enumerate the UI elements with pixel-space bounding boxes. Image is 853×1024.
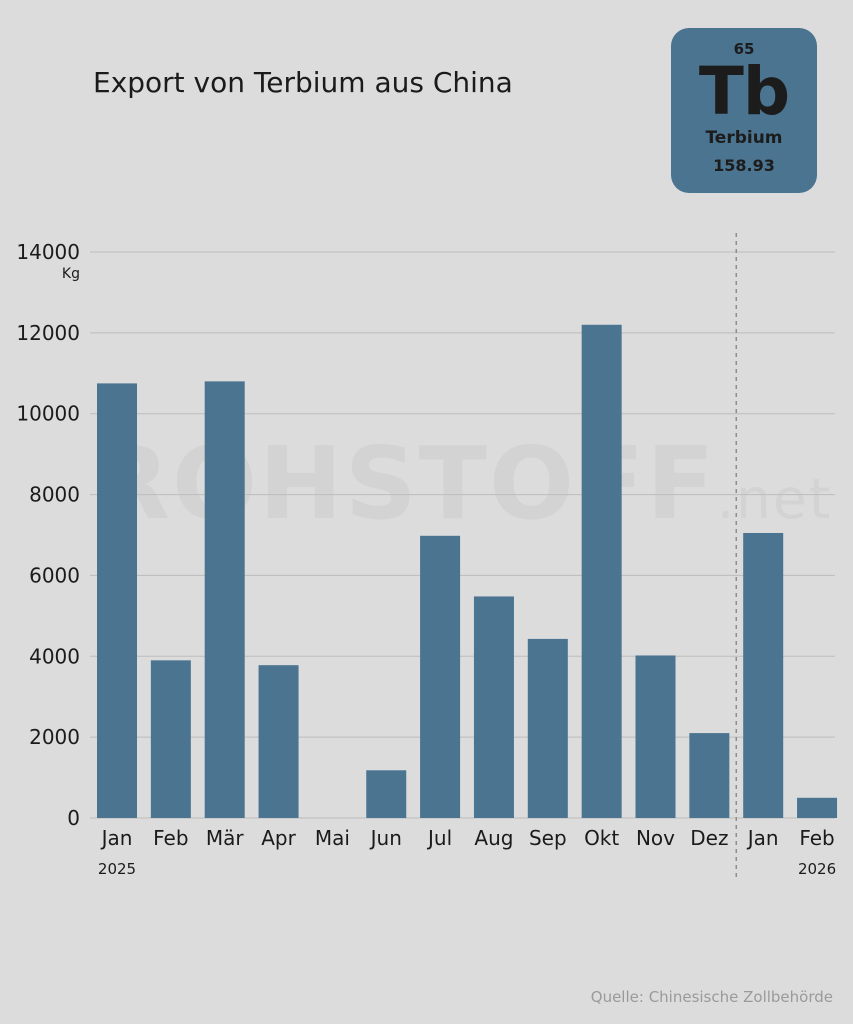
periodic-element-tile: 65 Tb Terbium 158.93 (671, 28, 817, 193)
y-tick-label: 12000 (16, 321, 80, 345)
year-label: 2026 (798, 860, 836, 878)
x-tick-label: Mai (315, 826, 350, 850)
x-tick-label: Jan (100, 826, 133, 850)
y-tick-label: 2000 (29, 725, 80, 749)
year-label: 2025 (98, 860, 136, 878)
x-tick-label: Jun (369, 826, 402, 850)
x-tick-label: Aug (474, 826, 513, 850)
bar (797, 797, 838, 818)
x-tick-label: Dez (690, 826, 728, 850)
bar (366, 770, 407, 818)
y-tick-label: 10000 (16, 402, 80, 426)
y-tick-label: 6000 (29, 563, 80, 587)
bar (635, 655, 676, 818)
element-name: Terbium (705, 128, 783, 148)
x-tick-label: Feb (153, 826, 188, 850)
bar (97, 383, 137, 818)
bar (473, 596, 514, 818)
bar (527, 638, 568, 818)
atomic-mass: 158.93 (713, 156, 775, 175)
bar (743, 532, 784, 818)
x-tick-label: Feb (799, 826, 834, 850)
bar (420, 535, 461, 818)
x-tick-label: Sep (529, 826, 567, 850)
x-tick-label: Nov (636, 826, 675, 850)
x-tick-label: Jan (746, 826, 779, 850)
y-axis-unit: Kg (62, 266, 80, 282)
y-tick-label: 0 (67, 806, 80, 830)
bar (258, 665, 299, 818)
bar (150, 660, 191, 818)
bar (204, 381, 245, 818)
bar (581, 324, 622, 818)
x-tick-label: Jul (426, 826, 452, 850)
chart-title: Export von Terbium aus China (93, 66, 513, 99)
source-note: Quelle: Chinesische Zollbehörde (590, 988, 833, 1006)
atomic-number: 65 (733, 40, 755, 58)
y-tick-label: 8000 (29, 483, 80, 507)
y-tick-label: 4000 (29, 644, 80, 668)
x-tick-label: Mär (206, 826, 245, 850)
x-tick-label: Okt (584, 826, 619, 850)
y-tick-label: 14000 (16, 240, 80, 264)
element-symbol: Tb (698, 53, 790, 130)
x-tick-label: Apr (261, 826, 296, 850)
bar (689, 733, 730, 818)
